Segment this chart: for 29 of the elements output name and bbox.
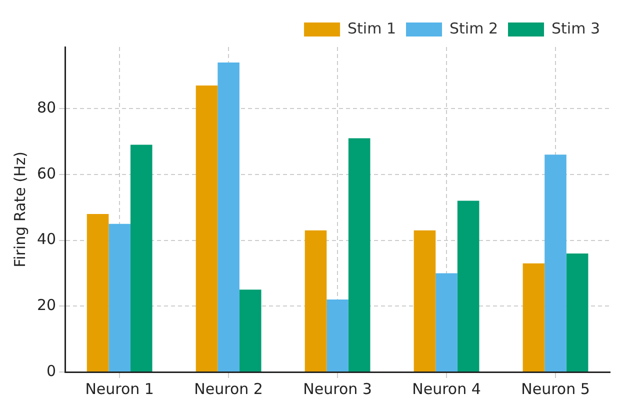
bar xyxy=(130,144,152,372)
y-tick-label: 60 xyxy=(36,164,56,182)
y-axis-title: Firing Rate (Hz) xyxy=(10,152,29,268)
legend-label: Stim 2 xyxy=(450,19,498,38)
bar xyxy=(239,290,262,372)
bar xyxy=(436,273,458,372)
y-tick-label: 20 xyxy=(36,296,56,314)
bar xyxy=(196,86,218,372)
bar xyxy=(108,224,130,372)
bar xyxy=(218,62,240,372)
legend-label: Stim 3 xyxy=(552,19,600,38)
x-tick-label: Neuron 2 xyxy=(194,380,263,398)
x-tick-label: Neuron 1 xyxy=(85,380,154,398)
bar xyxy=(326,300,348,372)
x-tick-label: Neuron 4 xyxy=(412,380,481,398)
bar xyxy=(566,253,588,372)
bar xyxy=(414,230,436,372)
x-tick-label: Neuron 3 xyxy=(303,380,372,398)
x-tick-label: Neuron 5 xyxy=(521,380,590,398)
bar xyxy=(544,154,566,372)
bar xyxy=(457,200,480,372)
bar xyxy=(86,214,109,372)
y-tick-label: 40 xyxy=(36,230,56,248)
y-tick-label: 80 xyxy=(36,98,56,116)
y-tick-label: 0 xyxy=(46,362,56,380)
bar xyxy=(348,138,370,372)
bar xyxy=(522,263,545,372)
legend-label: Stim 1 xyxy=(348,19,396,38)
bar xyxy=(304,230,327,372)
